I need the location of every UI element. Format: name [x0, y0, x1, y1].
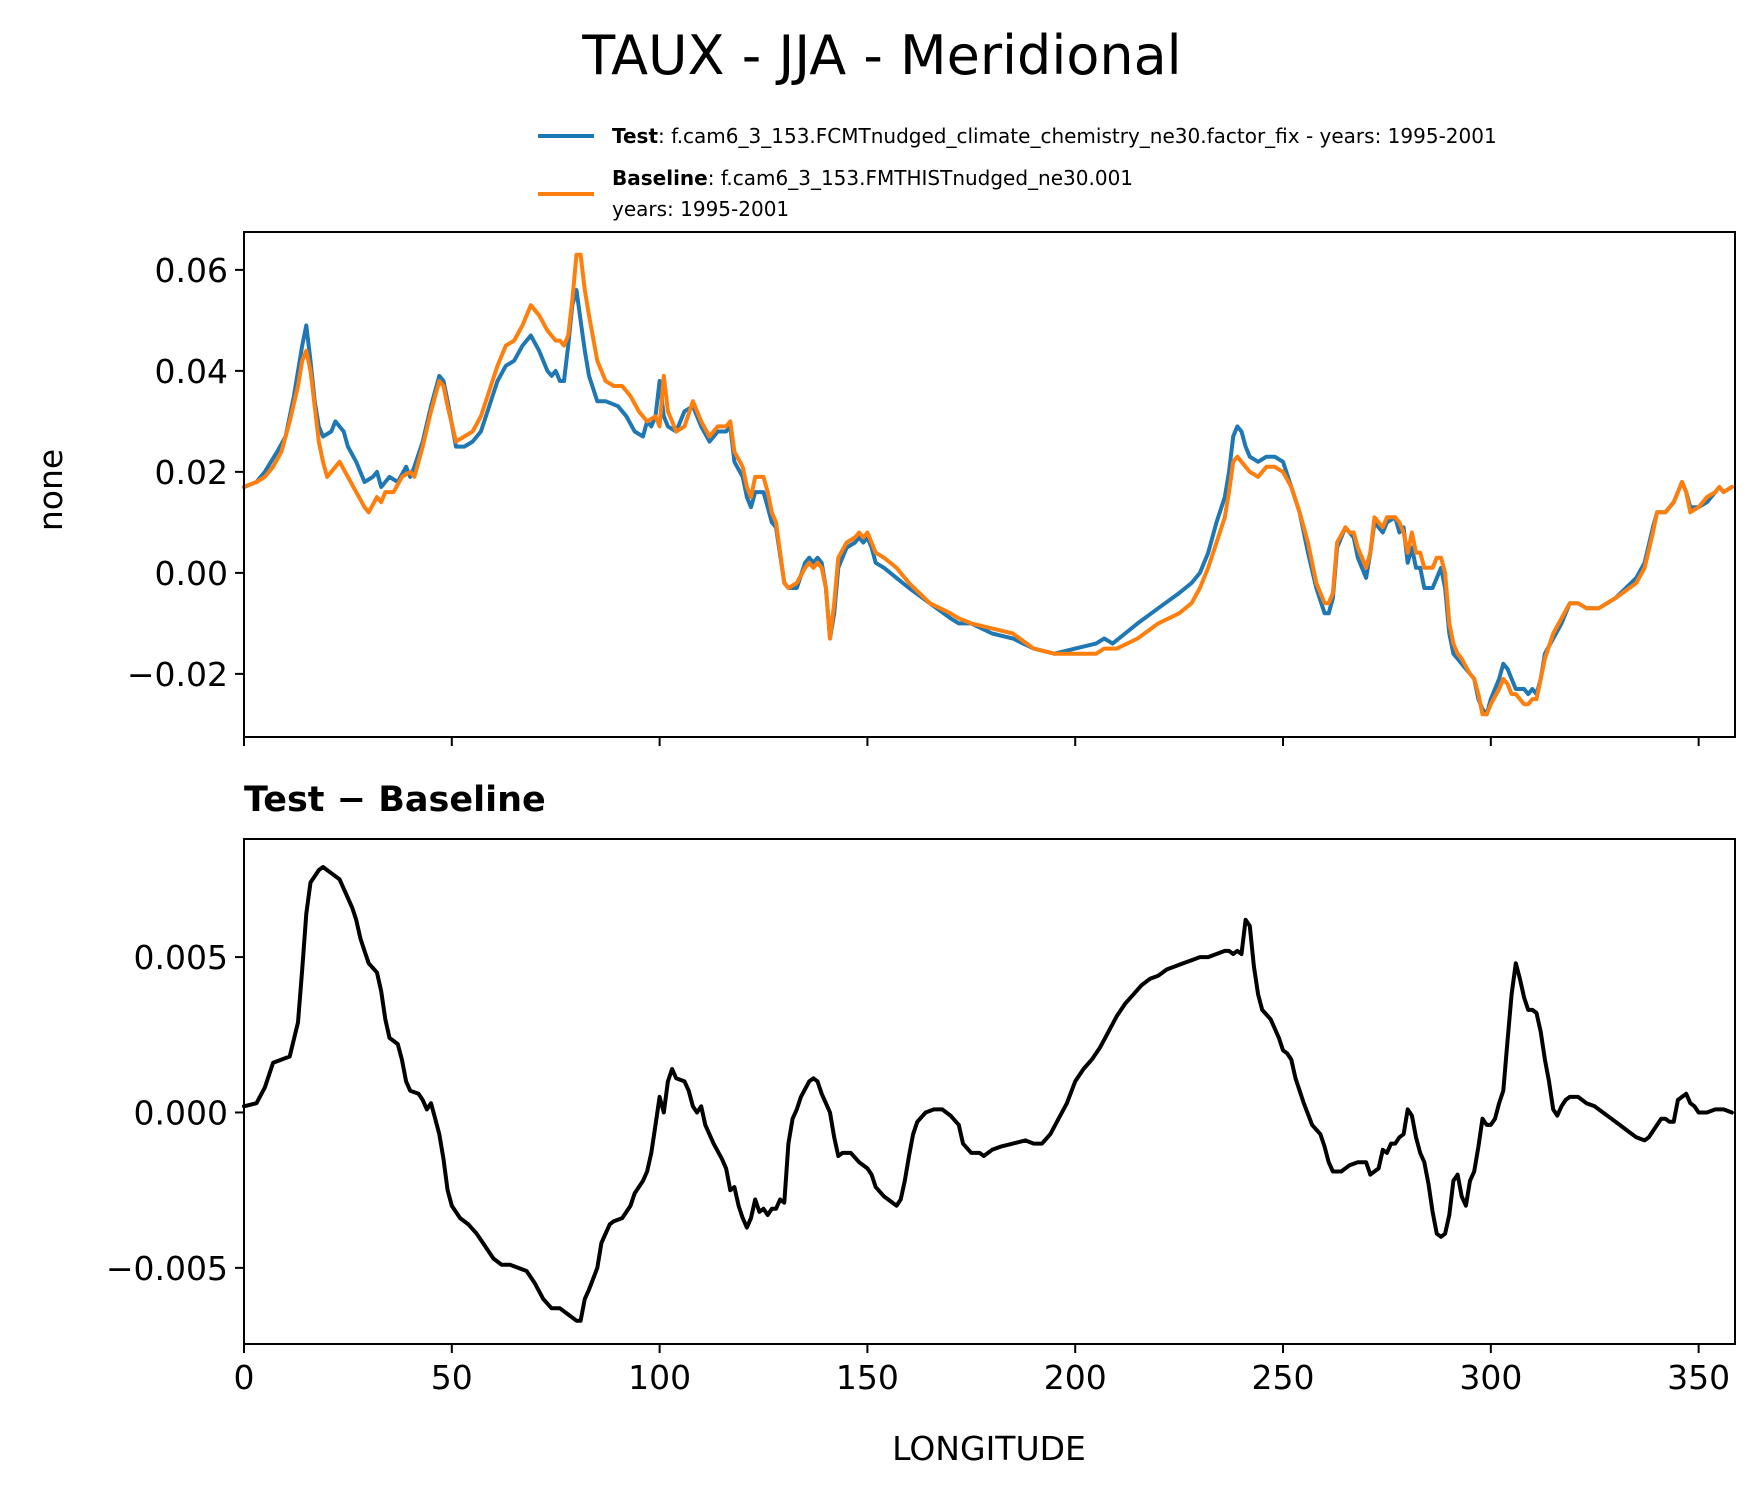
legend-label-baseline: Baseline — [612, 166, 708, 190]
bottom-series-group — [242, 865, 1734, 1323]
top-panel: −0.02 0.00 0.02 0.04 0.06 none — [31, 231, 1736, 746]
top-y-tick-label: 0.04 — [155, 352, 228, 391]
bottom-panel-title: Test − Baseline — [244, 780, 546, 820]
chart-title: TAUX - JJA - Meridional — [581, 24, 1181, 87]
x-tick-label: 200 — [1044, 1358, 1107, 1397]
top-y-tick-label: 0.00 — [155, 554, 228, 593]
top-series-group — [242, 252, 1734, 717]
bottom-y-tick-label: 0.000 — [134, 1093, 228, 1132]
legend-desc-baseline: : f.cam6_3_153.FMTHISTnudged_ne30.001 — [708, 166, 1133, 190]
bottom-axes-frame — [243, 838, 1736, 1345]
top-series-test — [242, 288, 1734, 717]
x-tick-label: 350 — [1667, 1358, 1730, 1397]
x-tick-label: 100 — [628, 1358, 691, 1397]
legend: Test: f.cam6_3_153.FCMTnudged_climate_ch… — [538, 124, 1497, 221]
top-y-tick-label: 0.02 — [155, 453, 228, 492]
top-y-axis: −0.02 0.00 0.02 0.04 0.06 — [127, 251, 244, 694]
bottom-series-test-baseline — [242, 865, 1734, 1323]
x-tick-label: 250 — [1252, 1358, 1315, 1397]
x-tick-label: 150 — [836, 1358, 899, 1397]
top-y-axis-label: none — [31, 449, 70, 531]
bottom-y-axis: −0.005 0.000 0.005 — [106, 938, 244, 1288]
x-tick-label: 50 — [431, 1358, 473, 1397]
svg-text:Test: f.cam6_3_153.FCMTnudged_: Test: f.cam6_3_153.FCMTnudged_climate_ch… — [612, 124, 1497, 148]
top-y-tick-label: −0.02 — [127, 655, 228, 694]
top-y-tick-label: 0.06 — [155, 251, 228, 290]
x-tick-label: 300 — [1459, 1358, 1522, 1397]
x-axis-label: LONGITUDE — [892, 1429, 1086, 1468]
legend-label-test: Test — [612, 124, 658, 148]
legend-desc-test: : f.cam6_3_153.FCMTnudged_climate_chemis… — [658, 124, 1497, 148]
bottom-panel: Test − Baseline −0.005 0.000 0.005 0 50 100 1… — [106, 780, 1736, 1468]
legend-desc-baseline-years: years: 1995-2001 — [612, 197, 789, 221]
svg-text:Baseline: f.cam6_3_153.FMTHIST: Baseline: f.cam6_3_153.FMTHISTnudged_ne3… — [612, 166, 1133, 190]
x-tick-label: 0 — [234, 1358, 255, 1397]
top-series-baseline — [242, 252, 1734, 717]
bottom-y-tick-label: −0.005 — [106, 1249, 228, 1288]
bottom-y-tick-label: 0.005 — [134, 938, 228, 977]
top-x-ticks — [243, 737, 1700, 746]
top-axes-frame — [243, 231, 1736, 738]
x-axis: 0 50 100 150 200 250 300 350 — [234, 1344, 1730, 1397]
